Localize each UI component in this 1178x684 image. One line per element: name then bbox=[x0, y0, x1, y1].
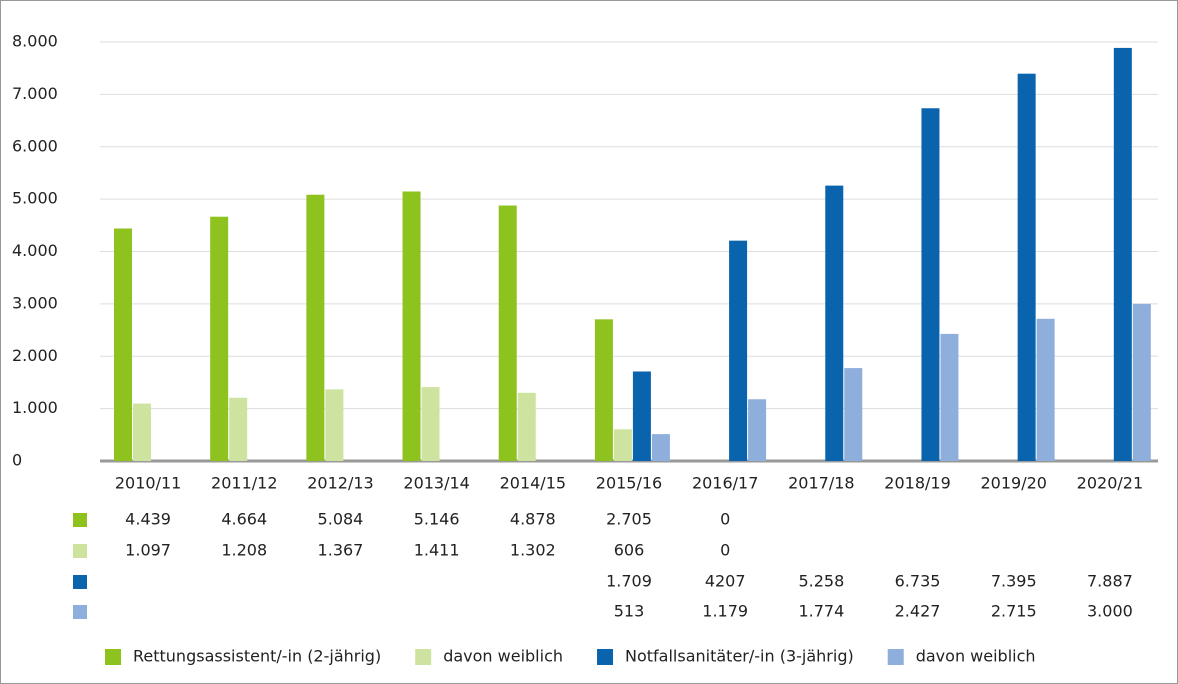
x-tick-label: 2010/11 bbox=[115, 474, 181, 493]
table-value: 4.664 bbox=[221, 510, 267, 529]
y-tick-label: 0 bbox=[12, 451, 22, 470]
bar bbox=[1113, 47, 1132, 462]
x-tick-label: 2020/21 bbox=[1077, 474, 1143, 493]
table-value: 7.395 bbox=[991, 572, 1037, 591]
y-tick-label: 3.000 bbox=[12, 293, 58, 312]
bar bbox=[844, 368, 863, 461]
table-value: 606 bbox=[614, 541, 645, 560]
table-value: 5.258 bbox=[798, 572, 844, 591]
y-tick-label: 1.000 bbox=[12, 398, 58, 417]
table-value: 0 bbox=[720, 510, 730, 529]
y-tick-label: 8.000 bbox=[12, 32, 58, 51]
table-value: 1.179 bbox=[702, 602, 748, 621]
bar bbox=[748, 399, 767, 461]
table-swatch bbox=[73, 605, 87, 619]
table-value: 1.208 bbox=[221, 541, 267, 560]
bar bbox=[210, 216, 229, 461]
bar bbox=[1036, 318, 1055, 461]
legend-swatch bbox=[105, 649, 121, 665]
x-tick-label: 2015/16 bbox=[596, 474, 662, 493]
bar bbox=[940, 333, 959, 461]
table-swatch bbox=[73, 513, 87, 527]
bar bbox=[229, 397, 248, 461]
table-value: 513 bbox=[614, 602, 645, 621]
bar bbox=[729, 240, 748, 461]
x-tick-label: 2016/17 bbox=[692, 474, 758, 493]
legend-label: davon weiblich bbox=[443, 647, 563, 666]
table-value: 4207 bbox=[705, 572, 746, 591]
table-value: 1.709 bbox=[606, 572, 652, 591]
x-tick-label: 2012/13 bbox=[307, 474, 373, 493]
bar bbox=[921, 108, 940, 462]
bar bbox=[651, 434, 670, 461]
bar bbox=[114, 228, 132, 461]
table-value: 5.146 bbox=[414, 510, 460, 529]
bar bbox=[594, 319, 613, 461]
legend-label: Notfallsanitäter/-in (3-jährig) bbox=[625, 647, 854, 666]
y-tick-label: 5.000 bbox=[12, 189, 58, 208]
table-value: 6.735 bbox=[895, 572, 941, 591]
bar bbox=[1132, 303, 1151, 461]
bar bbox=[1017, 73, 1036, 461]
bar bbox=[825, 185, 844, 461]
table-value: 1.367 bbox=[318, 541, 364, 560]
x-tick-label: 2011/12 bbox=[211, 474, 277, 493]
table-value: 2.427 bbox=[895, 602, 941, 621]
legend-swatch bbox=[887, 649, 904, 665]
table-value: 2.715 bbox=[991, 602, 1037, 621]
x-tick-label: 2018/19 bbox=[884, 474, 950, 493]
x-tick-label: 2017/18 bbox=[788, 474, 854, 493]
bar bbox=[306, 194, 325, 461]
table-value: 7.887 bbox=[1087, 572, 1133, 591]
table-value: 2.705 bbox=[606, 510, 652, 529]
y-tick-label: 4.000 bbox=[12, 241, 58, 260]
bar bbox=[517, 392, 536, 461]
y-tick-label: 6.000 bbox=[12, 136, 58, 155]
table-value: 1.097 bbox=[125, 541, 171, 560]
table-value: 0 bbox=[720, 541, 730, 560]
bar bbox=[498, 205, 517, 461]
bar bbox=[421, 387, 440, 461]
bar bbox=[402, 191, 421, 461]
table-value: 4.878 bbox=[510, 510, 556, 529]
bar bbox=[133, 403, 151, 461]
table-value: 3.000 bbox=[1087, 602, 1133, 621]
table-value: 1.774 bbox=[798, 602, 844, 621]
bar bbox=[632, 371, 651, 461]
x-tick-label: 2019/20 bbox=[980, 474, 1046, 493]
table-value: 1.411 bbox=[414, 541, 460, 560]
table-value: 4.439 bbox=[125, 510, 171, 529]
legend-swatch bbox=[415, 649, 432, 665]
bar bbox=[613, 429, 632, 461]
legend-swatch bbox=[597, 649, 614, 665]
x-tick-label: 2014/15 bbox=[500, 474, 566, 493]
table-value: 5.084 bbox=[318, 510, 364, 529]
table-swatch bbox=[73, 575, 87, 589]
legend-label: Rettungsassistent/-in (2-jährig) bbox=[133, 647, 381, 666]
y-tick-label: 7.000 bbox=[12, 84, 58, 103]
bar bbox=[325, 389, 344, 461]
x-tick-label: 2013/14 bbox=[403, 474, 469, 493]
legend-label: davon weiblich bbox=[916, 647, 1036, 666]
y-tick-label: 2.000 bbox=[12, 346, 58, 365]
table-value: 1.302 bbox=[510, 541, 556, 560]
table-swatch bbox=[73, 544, 87, 558]
